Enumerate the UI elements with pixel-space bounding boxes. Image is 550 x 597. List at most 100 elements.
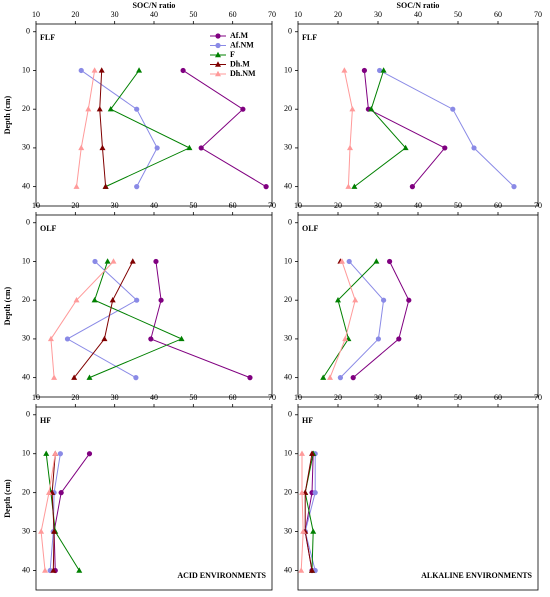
y-tick-label: 40	[22, 372, 30, 381]
point	[309, 450, 315, 456]
x-axis-label: SOC/N ratio	[397, 1, 440, 10]
x-axis-label: SOC/N ratio	[133, 1, 176, 10]
x-tick-label: 50	[189, 201, 197, 210]
y-tick-label: 0	[288, 27, 292, 36]
y-tick-label: 30	[22, 143, 30, 152]
point	[342, 335, 349, 342]
x-tick-label: 60	[229, 201, 237, 210]
y-tick-label: 10	[284, 65, 292, 74]
point	[78, 144, 85, 151]
point	[299, 450, 305, 456]
point	[380, 67, 387, 73]
x-tick-label: 50	[189, 10, 197, 19]
point	[352, 296, 359, 303]
point	[361, 67, 367, 74]
point	[51, 528, 58, 534]
x-tick-label: 10	[32, 393, 40, 402]
y-tick-label: 40	[284, 565, 292, 574]
point	[377, 67, 383, 74]
point	[335, 296, 341, 303]
point	[107, 105, 114, 112]
y-axis-label: Depth (cm)	[3, 95, 12, 134]
y-tick-label: 10	[284, 256, 292, 265]
point	[51, 374, 58, 380]
y-tick-label: 30	[22, 334, 30, 343]
point	[310, 528, 317, 534]
point	[350, 375, 356, 381]
point	[129, 258, 136, 264]
point	[86, 374, 93, 380]
x-tick-label: 10	[294, 10, 302, 19]
panel-title: OLF	[302, 224, 319, 233]
point	[58, 490, 64, 496]
point	[312, 490, 318, 496]
y-axis-label: Depth (cm)	[3, 479, 12, 518]
point	[309, 567, 315, 573]
x-tick-label: 60	[494, 201, 502, 210]
y-tick-label: 20	[22, 487, 30, 496]
point	[64, 336, 71, 342]
point	[71, 374, 78, 380]
series-line	[150, 261, 251, 379]
x-tick-label: 20	[71, 201, 79, 210]
point	[346, 258, 352, 265]
x-tick-label: 60	[229, 393, 237, 402]
series-line	[363, 70, 446, 187]
series-line	[89, 261, 183, 379]
x-tick-label: 40	[414, 10, 422, 19]
y-tick-label: 20	[284, 295, 292, 304]
point	[368, 105, 375, 112]
legend-label: Af.NM	[230, 40, 254, 49]
point	[73, 183, 80, 189]
x-tick-label: 50	[454, 10, 462, 19]
annotation: ACID ENVIRONMENTS	[177, 571, 266, 580]
x-tick-label: 30	[374, 10, 382, 19]
point	[442, 145, 448, 151]
point	[43, 450, 50, 456]
x-tick-label: 20	[334, 201, 342, 210]
point	[42, 567, 49, 573]
point	[337, 375, 343, 381]
x-tick-label: 40	[414, 201, 422, 210]
point	[345, 183, 352, 189]
point	[198, 145, 204, 151]
point	[98, 67, 105, 73]
legend-marker	[215, 51, 221, 58]
y-tick-label: 20	[284, 104, 292, 113]
x-tick-label: 40	[150, 10, 158, 19]
point	[52, 450, 59, 456]
point	[134, 106, 140, 112]
x-tick-label: 60	[494, 393, 502, 402]
legend-marker	[215, 70, 221, 77]
point	[402, 144, 409, 151]
x-tick-label: 70	[534, 10, 542, 19]
point	[263, 184, 269, 190]
series-line	[99, 70, 107, 187]
point	[91, 67, 98, 73]
point	[327, 374, 333, 380]
point	[85, 105, 92, 112]
point	[347, 144, 353, 151]
series-line	[304, 453, 316, 571]
series-line	[66, 261, 138, 379]
point	[450, 106, 456, 112]
x-tick-label: 70	[534, 201, 542, 210]
x-tick-label: 70	[268, 201, 276, 210]
point	[471, 145, 477, 151]
point	[96, 105, 103, 112]
point	[351, 183, 358, 189]
x-tick-label: 40	[150, 201, 158, 210]
series-line	[49, 453, 61, 571]
point	[102, 183, 109, 189]
y-axis-label: Depth (cm)	[3, 286, 12, 325]
annotation: ALKALINE ENVIRONMENTS	[421, 571, 532, 580]
point	[373, 258, 380, 264]
series-line	[300, 453, 304, 571]
point	[298, 567, 305, 573]
legend-label: Dh.M	[230, 59, 250, 68]
point	[387, 258, 393, 265]
series-line	[352, 261, 410, 379]
series-line	[53, 453, 90, 571]
series-line	[182, 70, 267, 188]
y-tick-label: 20	[284, 487, 292, 496]
